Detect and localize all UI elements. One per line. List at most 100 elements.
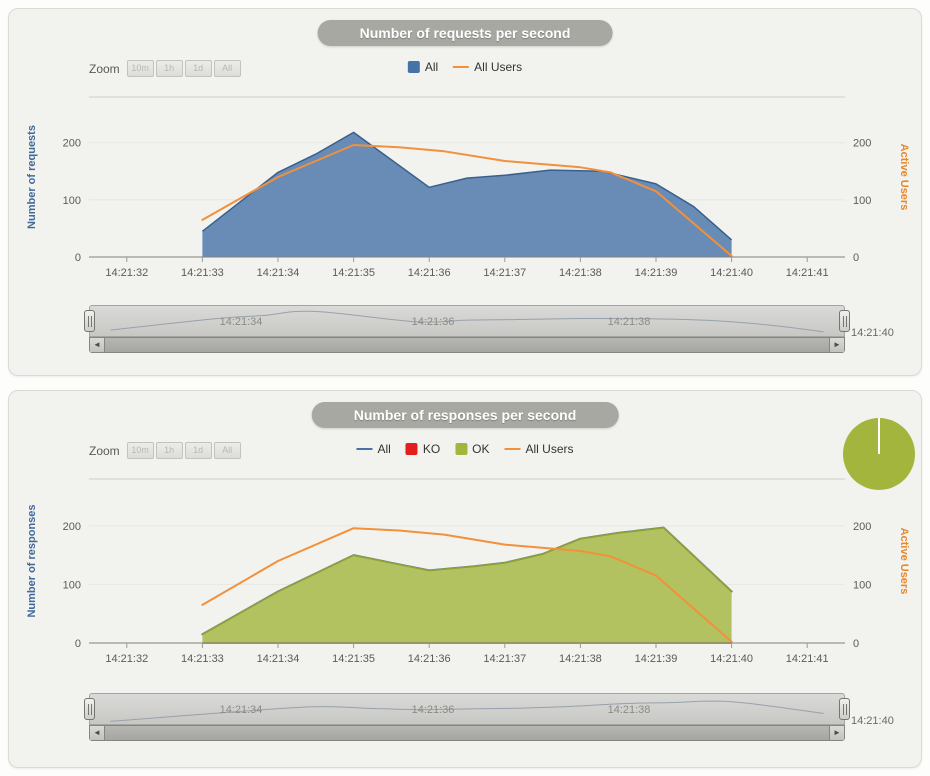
navigator-time-label: 14:21:38 [607, 316, 651, 328]
navigator-series-line [110, 700, 824, 722]
panel-title: Number of responses per second [311, 402, 619, 428]
x-axis-label: 14:21:33 [181, 267, 224, 279]
x-axis-label: 14:21:36 [408, 653, 451, 665]
navigator-thumb[interactable] [105, 726, 829, 740]
legend-item-all-users[interactable]: All Users [504, 442, 574, 456]
navigator-handle-right[interactable] [839, 310, 850, 332]
legend-item-ok[interactable]: OK [455, 442, 490, 456]
zoom-label: Zoom [89, 61, 120, 76]
y-axis-label-left: 100 [63, 195, 81, 207]
navigator-handle-left[interactable] [84, 310, 95, 332]
zoom-button-10m[interactable]: 10m [126, 60, 154, 77]
scroll-left-arrow-icon[interactable]: ◄ [90, 726, 105, 740]
y-axis-label-left: 200 [63, 138, 81, 150]
navigator-time-label: 14:21:38 [607, 704, 651, 716]
navigator-time-label: 14:21:34 [219, 316, 263, 328]
panel-title: Number of requests per second [317, 20, 613, 46]
x-axis-label: 14:21:37 [483, 653, 526, 665]
legend-label: KO [422, 442, 441, 456]
navigator-end-time-label: 14:21:40 [851, 715, 894, 727]
legend-swatch-icon [356, 448, 373, 450]
x-axis-label: 14:21:38 [559, 653, 602, 665]
timeline-navigator[interactable]: 14:21:34 14:21:36 14:21:38 ◄ ► [84, 693, 850, 741]
y-axis-label-left: 100 [63, 579, 81, 591]
scroll-right-arrow-icon[interactable]: ► [829, 338, 844, 352]
navigator-scrollbar[interactable]: ◄ ► [89, 337, 845, 353]
requests-chart-plot[interactable]: 14:21:32 14:21:33 14:21:34 14:21:35 14:21:36… [9, 85, 921, 285]
series-area-all[interactable] [202, 132, 732, 257]
x-axis-label: 14:21:32 [105, 267, 148, 279]
legend-item-all-users[interactable]: All Users [453, 60, 522, 74]
left-axis-title: Number of responses [26, 504, 38, 617]
scroll-right-arrow-icon[interactable]: ► [829, 726, 844, 740]
legend-item-all[interactable]: All [407, 60, 439, 74]
x-axis-label: 14:21:41 [786, 653, 829, 665]
timeline-navigator[interactable]: 14:21:34 14:21:36 14:21:38 ◄ ► [84, 305, 850, 353]
navigator-time-label: 14:21:36 [411, 316, 455, 328]
navigator-end-time-label: 14:21:40 [851, 327, 894, 339]
zoom-button-10m[interactable]: 10m [126, 442, 154, 459]
y-axis-label-left: 0 [75, 638, 81, 650]
zoom-button-all[interactable]: All [213, 60, 241, 77]
y-axis-label-right: 200 [853, 138, 871, 150]
zoom-label: Zoom [89, 443, 120, 458]
legend-item-ko[interactable]: KO [405, 442, 441, 456]
x-axis-label: 14:21:39 [635, 653, 678, 665]
chart-toolbar: Zoom 10m 1h 1d All All All Users [9, 59, 921, 81]
navigator-thumb[interactable] [105, 338, 829, 352]
x-axis-label: 14:21:34 [257, 653, 300, 665]
navigator-time-label: 14:21:34 [219, 704, 263, 716]
chart-legend: All KO OK All Users [356, 442, 574, 456]
legend-item-all[interactable]: All [356, 442, 391, 456]
series-area-ok[interactable] [202, 527, 732, 643]
x-axis-label: 14:21:41 [786, 267, 829, 279]
navigator-handle-right[interactable] [839, 698, 850, 720]
navigator-row: 14:21:34 14:21:36 14:21:38 ◄ ► 14:21:40 [9, 693, 921, 743]
y-axis-label-right: 100 [853, 579, 871, 591]
legend-label: All [424, 60, 439, 74]
x-axis-label: 14:21:32 [105, 653, 148, 665]
series-line-all-users[interactable] [201, 527, 733, 643]
navigator-scrollbar[interactable]: ◄ ► [89, 725, 845, 741]
x-axis-label: 14:21:34 [257, 267, 300, 279]
legend-swatch-icon [504, 448, 521, 450]
zoom-button-1h[interactable]: 1h [155, 442, 183, 459]
navigator-series-line [110, 310, 824, 333]
x-axis-label: 14:21:37 [483, 267, 526, 279]
scroll-left-arrow-icon[interactable]: ◄ [90, 338, 105, 352]
x-axis-label: 14:21:38 [559, 267, 602, 279]
zoom-button-all[interactable]: All [213, 442, 241, 459]
zoom-button-1d[interactable]: 1d [184, 442, 212, 459]
x-axis-label: 14:21:35 [332, 653, 375, 665]
responses-chart-plot[interactable]: 14:21:32 14:21:33 14:21:34 14:21:35 14:21:36… [9, 467, 921, 677]
requests-panel: Number of requests per second Zoom 10m 1h 1d… [8, 8, 922, 376]
y-axis-label-left: 200 [63, 521, 81, 533]
navigator-preview[interactable]: 14:21:34 14:21:36 14:21:38 [89, 693, 845, 725]
navigator-mini-chart [110, 700, 824, 722]
zoom-button-1d[interactable]: 1d [184, 60, 212, 77]
series-edge-ok [202, 526, 733, 635]
y-axis-label-right: 200 [853, 521, 871, 533]
y-axis-label-right: 0 [853, 252, 859, 264]
legend-swatch-icon [405, 443, 418, 455]
legend-label: All Users [474, 60, 523, 74]
ok-ko-pie-chart[interactable] [840, 415, 918, 498]
legend-swatch-icon [407, 61, 420, 73]
navigator-preview[interactable]: 14:21:34 14:21:36 14:21:38 [89, 305, 845, 337]
zoom-button-1h[interactable]: 1h [155, 60, 183, 77]
x-axis-label: 14:21:36 [408, 267, 451, 279]
navigator-row: 14:21:34 14:21:36 14:21:38 ◄ ► 14:21:40 [9, 305, 921, 355]
navigator-time-label: 14:21:36 [411, 704, 455, 716]
y-axis-label-left: 0 [75, 252, 81, 264]
chart-legend: All All Users [407, 60, 522, 74]
x-axis-label: 14:21:40 [710, 653, 753, 665]
navigator-handle-left[interactable] [84, 698, 95, 720]
y-axis-label-right: 0 [853, 638, 859, 650]
series-line-all-users[interactable] [201, 144, 733, 257]
series-edge-all [201, 131, 733, 241]
legend-swatch-icon [455, 443, 468, 455]
legend-swatch-icon [453, 66, 470, 68]
legend-label: All Users [525, 442, 574, 456]
legend-label: OK [472, 442, 490, 456]
